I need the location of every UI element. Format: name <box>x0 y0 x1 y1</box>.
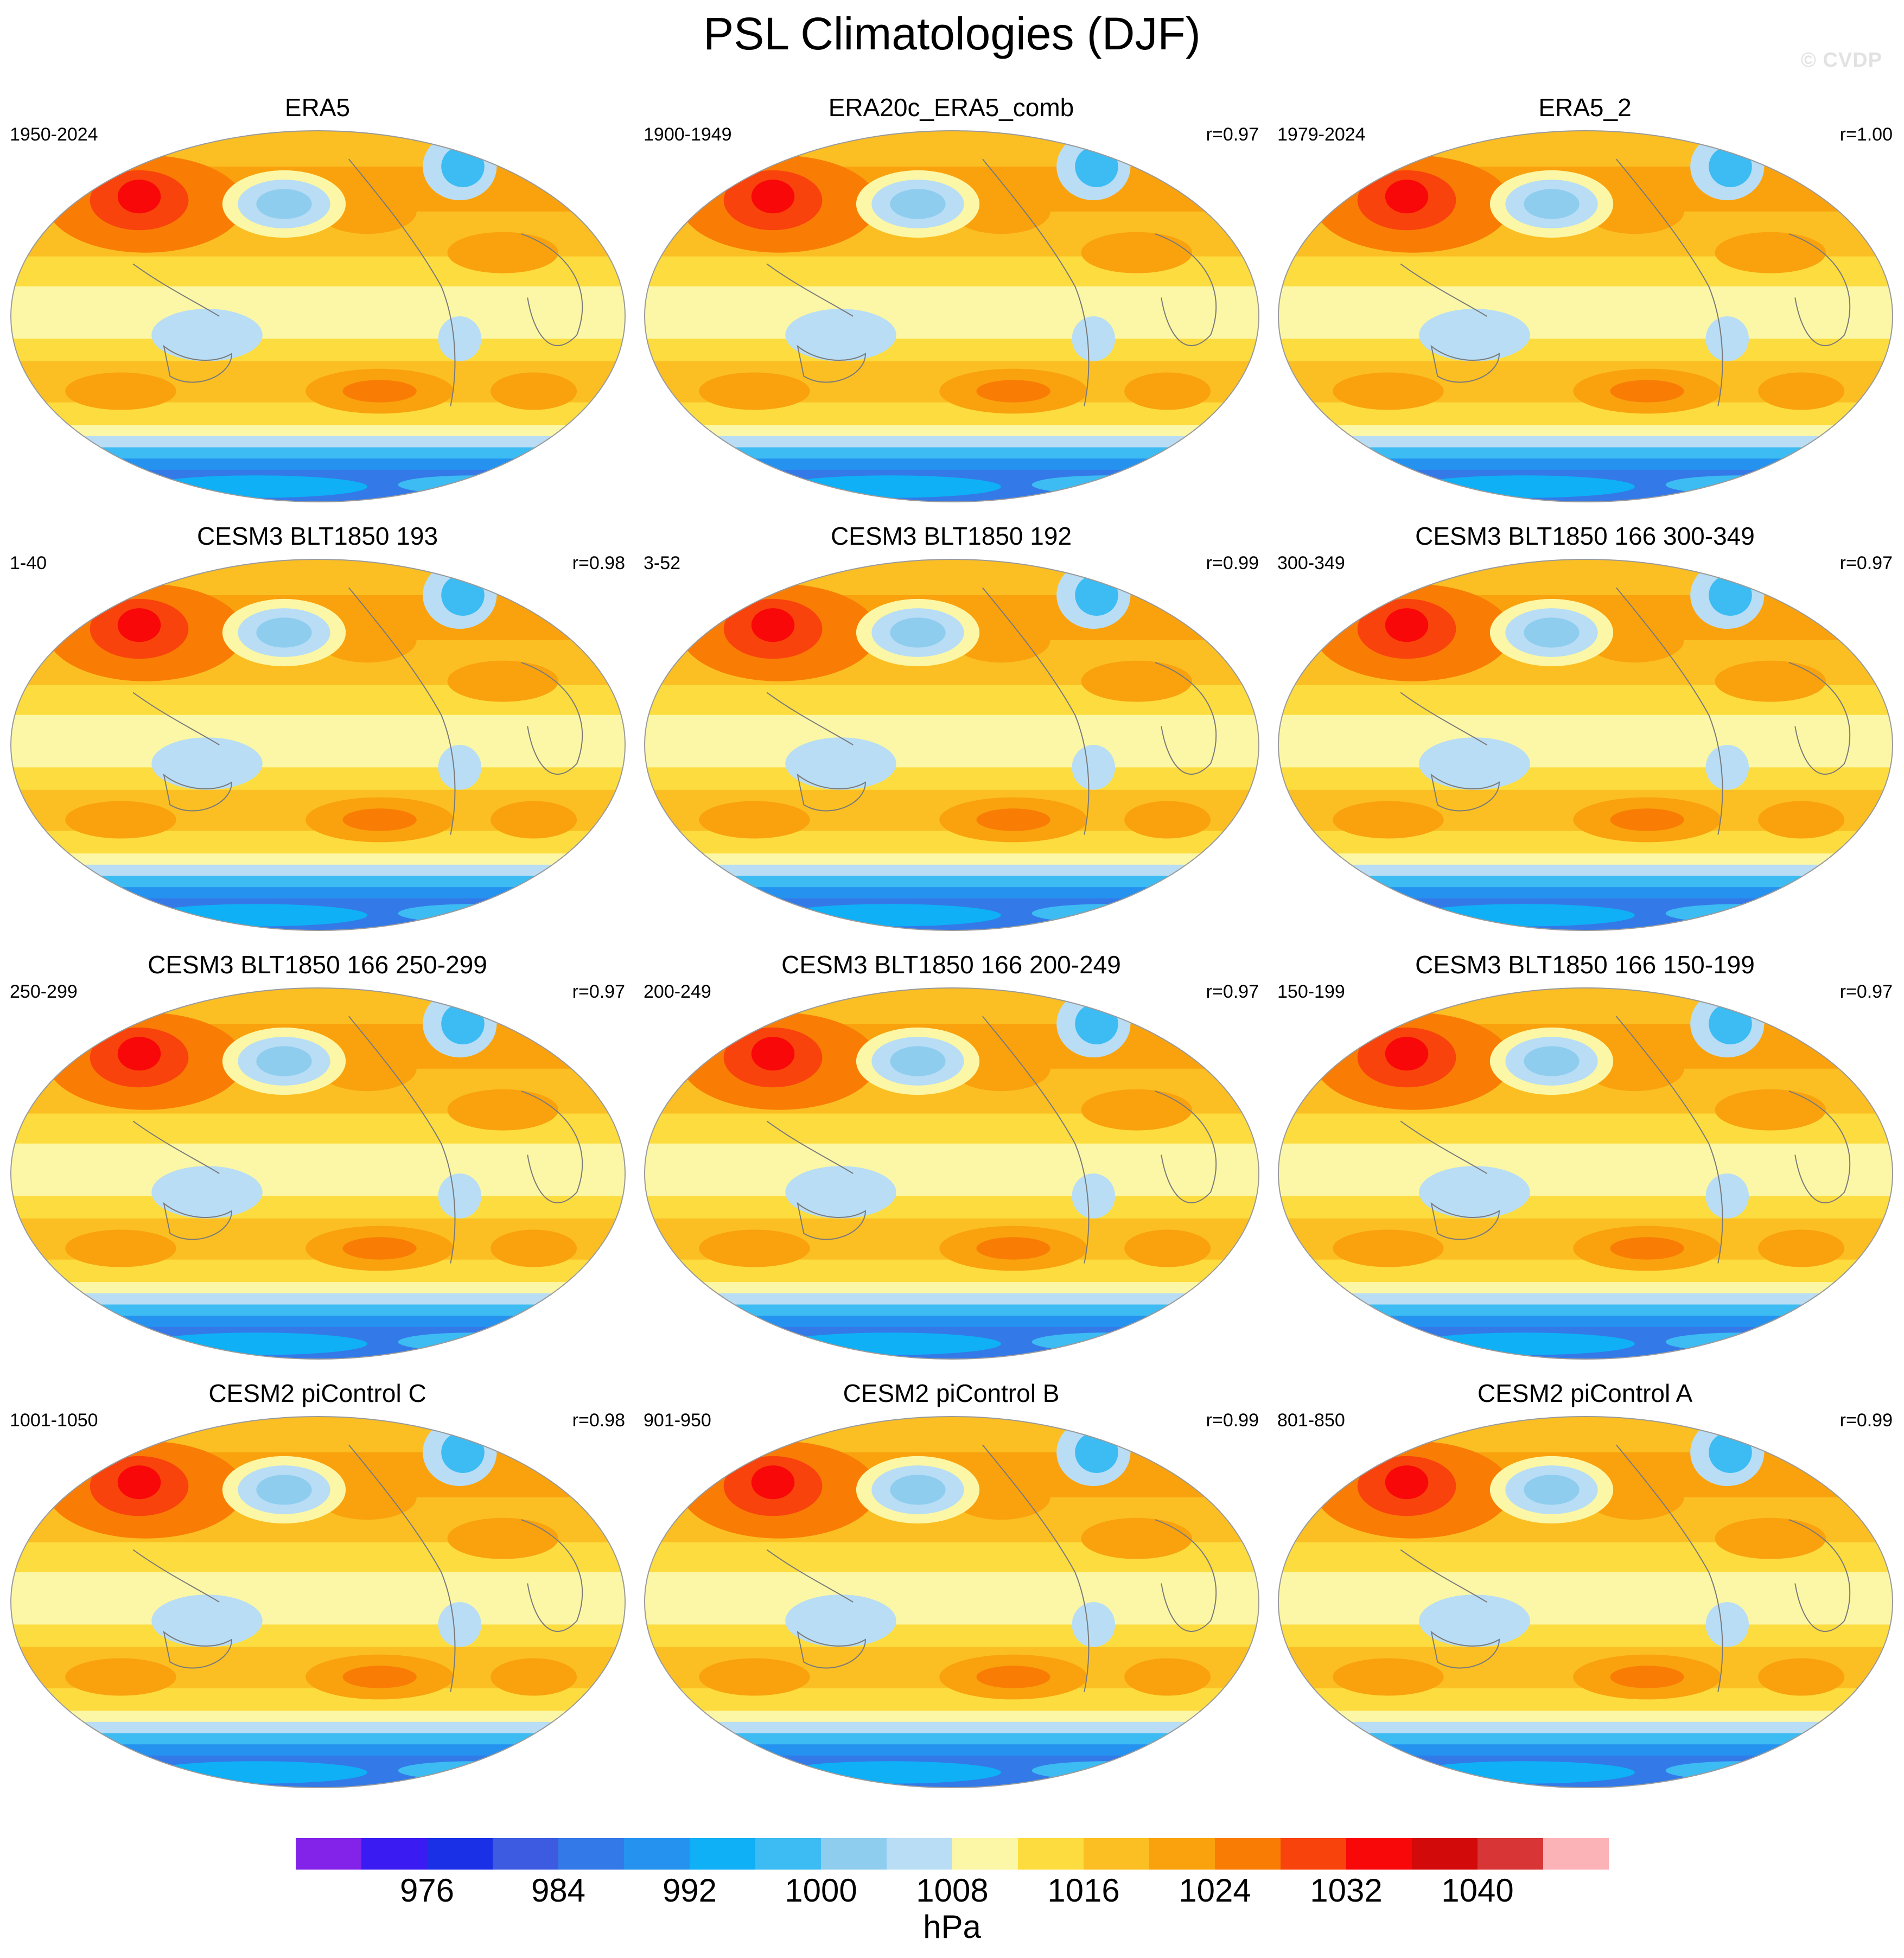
colorbar-box <box>1149 1838 1215 1870</box>
panel-period: 150-199 <box>1277 981 1345 1002</box>
map-panel: ERA20c_ERA5_comb 1900-1949 r=0.97 <box>634 92 1269 505</box>
page-title: PSL Climatologies (DJF) <box>703 8 1201 59</box>
map-panel: ERA5_2 1979-2024 r=1.00 <box>1268 92 1902 505</box>
map-panel: ERA5 1950-2024 <box>0 92 635 505</box>
panel-title: CESM3 BLT1850 166 200-249 <box>781 951 1121 979</box>
colorbar-box <box>361 1838 428 1870</box>
psl-map <box>644 1416 1259 1788</box>
panel-title: CESM3 BLT1850 193 <box>196 522 438 550</box>
psl-map <box>644 987 1259 1360</box>
map-panel: CESM3 BLT1850 166 250-299 250-299 r=0.97 <box>0 949 635 1362</box>
colorbar-tick-label: 1024 <box>1179 1872 1251 1909</box>
colorbar-units: hPa <box>923 1909 981 1945</box>
psl-map <box>1278 130 1893 502</box>
map-panel: CESM2 piControl C 1001-1050 r=0.98 <box>0 1378 635 1790</box>
colorbar-tick-label: 1040 <box>1441 1872 1514 1909</box>
colorbar-box <box>1412 1838 1478 1870</box>
colorbar-box <box>755 1838 822 1870</box>
panel-correlation: r=0.97 <box>1839 553 1893 573</box>
panel-title: ERA20c_ERA5_comb <box>828 93 1074 122</box>
panel-period: 1-40 <box>10 553 47 573</box>
panel-period: 1900-1949 <box>644 124 732 145</box>
panel-period: 3-52 <box>644 553 681 573</box>
panel-title: CESM2 piControl A <box>1477 1379 1693 1407</box>
psl-map <box>10 130 626 502</box>
colorbar-box <box>1543 1838 1609 1870</box>
panel-period: 300-349 <box>1277 553 1345 573</box>
colorbar-tick-label: 1008 <box>916 1872 989 1909</box>
map-panel: CESM3 BLT1850 166 300-349 300-349 r=0.97 <box>1268 521 1902 933</box>
colorbar-box <box>624 1838 690 1870</box>
panel-title: CESM3 BLT1850 166 150-199 <box>1415 951 1755 979</box>
panel-title: CESM3 BLT1850 192 <box>830 522 1072 550</box>
psl-map <box>644 559 1259 931</box>
panel-period: 200-249 <box>644 981 711 1002</box>
panel-period: 901-950 <box>644 1410 711 1431</box>
colorbar-box <box>493 1838 559 1870</box>
psl-map <box>10 1416 626 1788</box>
map-panel: CESM3 BLT1850 193 1-40 r=0.98 <box>0 521 635 933</box>
panel-correlation: r=0.97 <box>1206 124 1259 145</box>
map-panel: CESM3 BLT1850 192 3-52 r=0.99 <box>634 521 1269 933</box>
panel-title: CESM2 piControl C <box>208 1379 426 1407</box>
psl-map <box>1278 559 1893 931</box>
panel-correlation: r=0.99 <box>1839 1410 1893 1431</box>
colorbar-box <box>821 1838 887 1870</box>
colorbar-tick-label: 984 <box>531 1872 586 1909</box>
psl-map <box>1278 1416 1893 1788</box>
panel-period: 1001-1050 <box>10 1410 98 1431</box>
colorbar-box <box>887 1838 953 1870</box>
colorbar-tick-label: 992 <box>662 1872 717 1909</box>
panel-correlation: r=0.99 <box>1206 553 1259 573</box>
map-panel: CESM2 piControl A 801-850 r=0.99 <box>1268 1378 1902 1790</box>
panel-title: CESM2 piControl B <box>843 1379 1060 1407</box>
colorbar-tick-label: 1016 <box>1047 1872 1120 1909</box>
psl-map <box>10 987 626 1360</box>
colorbar-tick-label: 976 <box>399 1872 455 1909</box>
colorbar <box>296 1838 1609 1870</box>
panel-correlation: r=1.00 <box>1839 124 1893 145</box>
panel-title: CESM3 BLT1850 166 300-349 <box>1415 522 1755 550</box>
panel-title: ERA5_2 <box>1538 93 1632 122</box>
colorbar-box <box>1018 1838 1084 1870</box>
psl-map <box>644 130 1259 502</box>
panel-correlation: r=0.98 <box>572 553 625 573</box>
panel-period: 1979-2024 <box>1277 124 1366 145</box>
colorbar-box <box>558 1838 625 1870</box>
colorbar-box <box>1084 1838 1150 1870</box>
map-panel: CESM3 BLT1850 166 200-249 200-249 r=0.97 <box>634 949 1269 1362</box>
watermark: © CVDP <box>1800 49 1882 72</box>
panel-period: 1950-2024 <box>10 124 98 145</box>
panel-title: ERA5 <box>284 93 351 122</box>
psl-map <box>1278 987 1893 1360</box>
map-panel: CESM2 piControl B 901-950 r=0.99 <box>634 1378 1269 1790</box>
colorbar-box <box>952 1838 1018 1870</box>
colorbar-box <box>1281 1838 1347 1870</box>
colorbar-box <box>296 1838 362 1870</box>
colorbar-box <box>1215 1838 1281 1870</box>
map-panel: CESM3 BLT1850 166 150-199 150-199 r=0.97 <box>1268 949 1902 1362</box>
panel-period: 250-299 <box>10 981 78 1002</box>
panel-title: CESM3 BLT1850 166 250-299 <box>148 951 487 979</box>
colorbar-box <box>690 1838 756 1870</box>
panel-correlation: r=0.97 <box>1206 981 1259 1002</box>
colorbar-tick-label: 1032 <box>1310 1872 1383 1909</box>
colorbar-box <box>427 1838 493 1870</box>
colorbar-box <box>1346 1838 1412 1870</box>
panel-correlation: r=0.97 <box>1839 981 1893 1002</box>
panel-period: 801-850 <box>1277 1410 1345 1431</box>
colorbar-tick-label: 1000 <box>785 1872 857 1909</box>
panel-correlation: r=0.98 <box>572 1410 625 1431</box>
panel-correlation: r=0.97 <box>572 981 625 1002</box>
panel-correlation: r=0.99 <box>1206 1410 1259 1431</box>
psl-map <box>10 559 626 931</box>
colorbar-box <box>1478 1838 1544 1870</box>
